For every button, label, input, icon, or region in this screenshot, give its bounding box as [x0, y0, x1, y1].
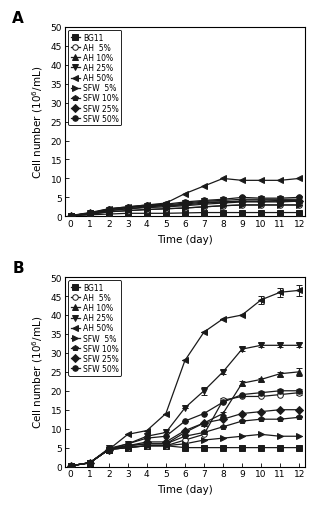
X-axis label: Time (day): Time (day)	[157, 234, 213, 244]
Legend: BG11, AH  5%, AH 10%, AH 25%, AH 50%, SFW  5%, SFW 10%, SFW 25%, SFW 50%: BG11, AH 5%, AH 10%, AH 25%, AH 50%, SFW…	[68, 281, 121, 376]
Text: A: A	[12, 11, 24, 26]
X-axis label: Time (day): Time (day)	[157, 484, 213, 494]
Y-axis label: Cell number (10$^6$/mL): Cell number (10$^6$/mL)	[30, 316, 45, 429]
Text: B: B	[12, 261, 24, 276]
Legend: BG11, AH  5%, AH 10%, AH 25%, AH 50%, SFW  5%, SFW 10%, SFW 25%, SFW 50%: BG11, AH 5%, AH 10%, AH 25%, AH 50%, SFW…	[68, 31, 121, 126]
Y-axis label: Cell number (10$^6$/mL): Cell number (10$^6$/mL)	[30, 66, 45, 179]
